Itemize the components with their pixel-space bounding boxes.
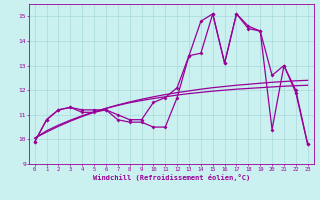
X-axis label: Windchill (Refroidissement éolien,°C): Windchill (Refroidissement éolien,°C) bbox=[92, 174, 250, 181]
